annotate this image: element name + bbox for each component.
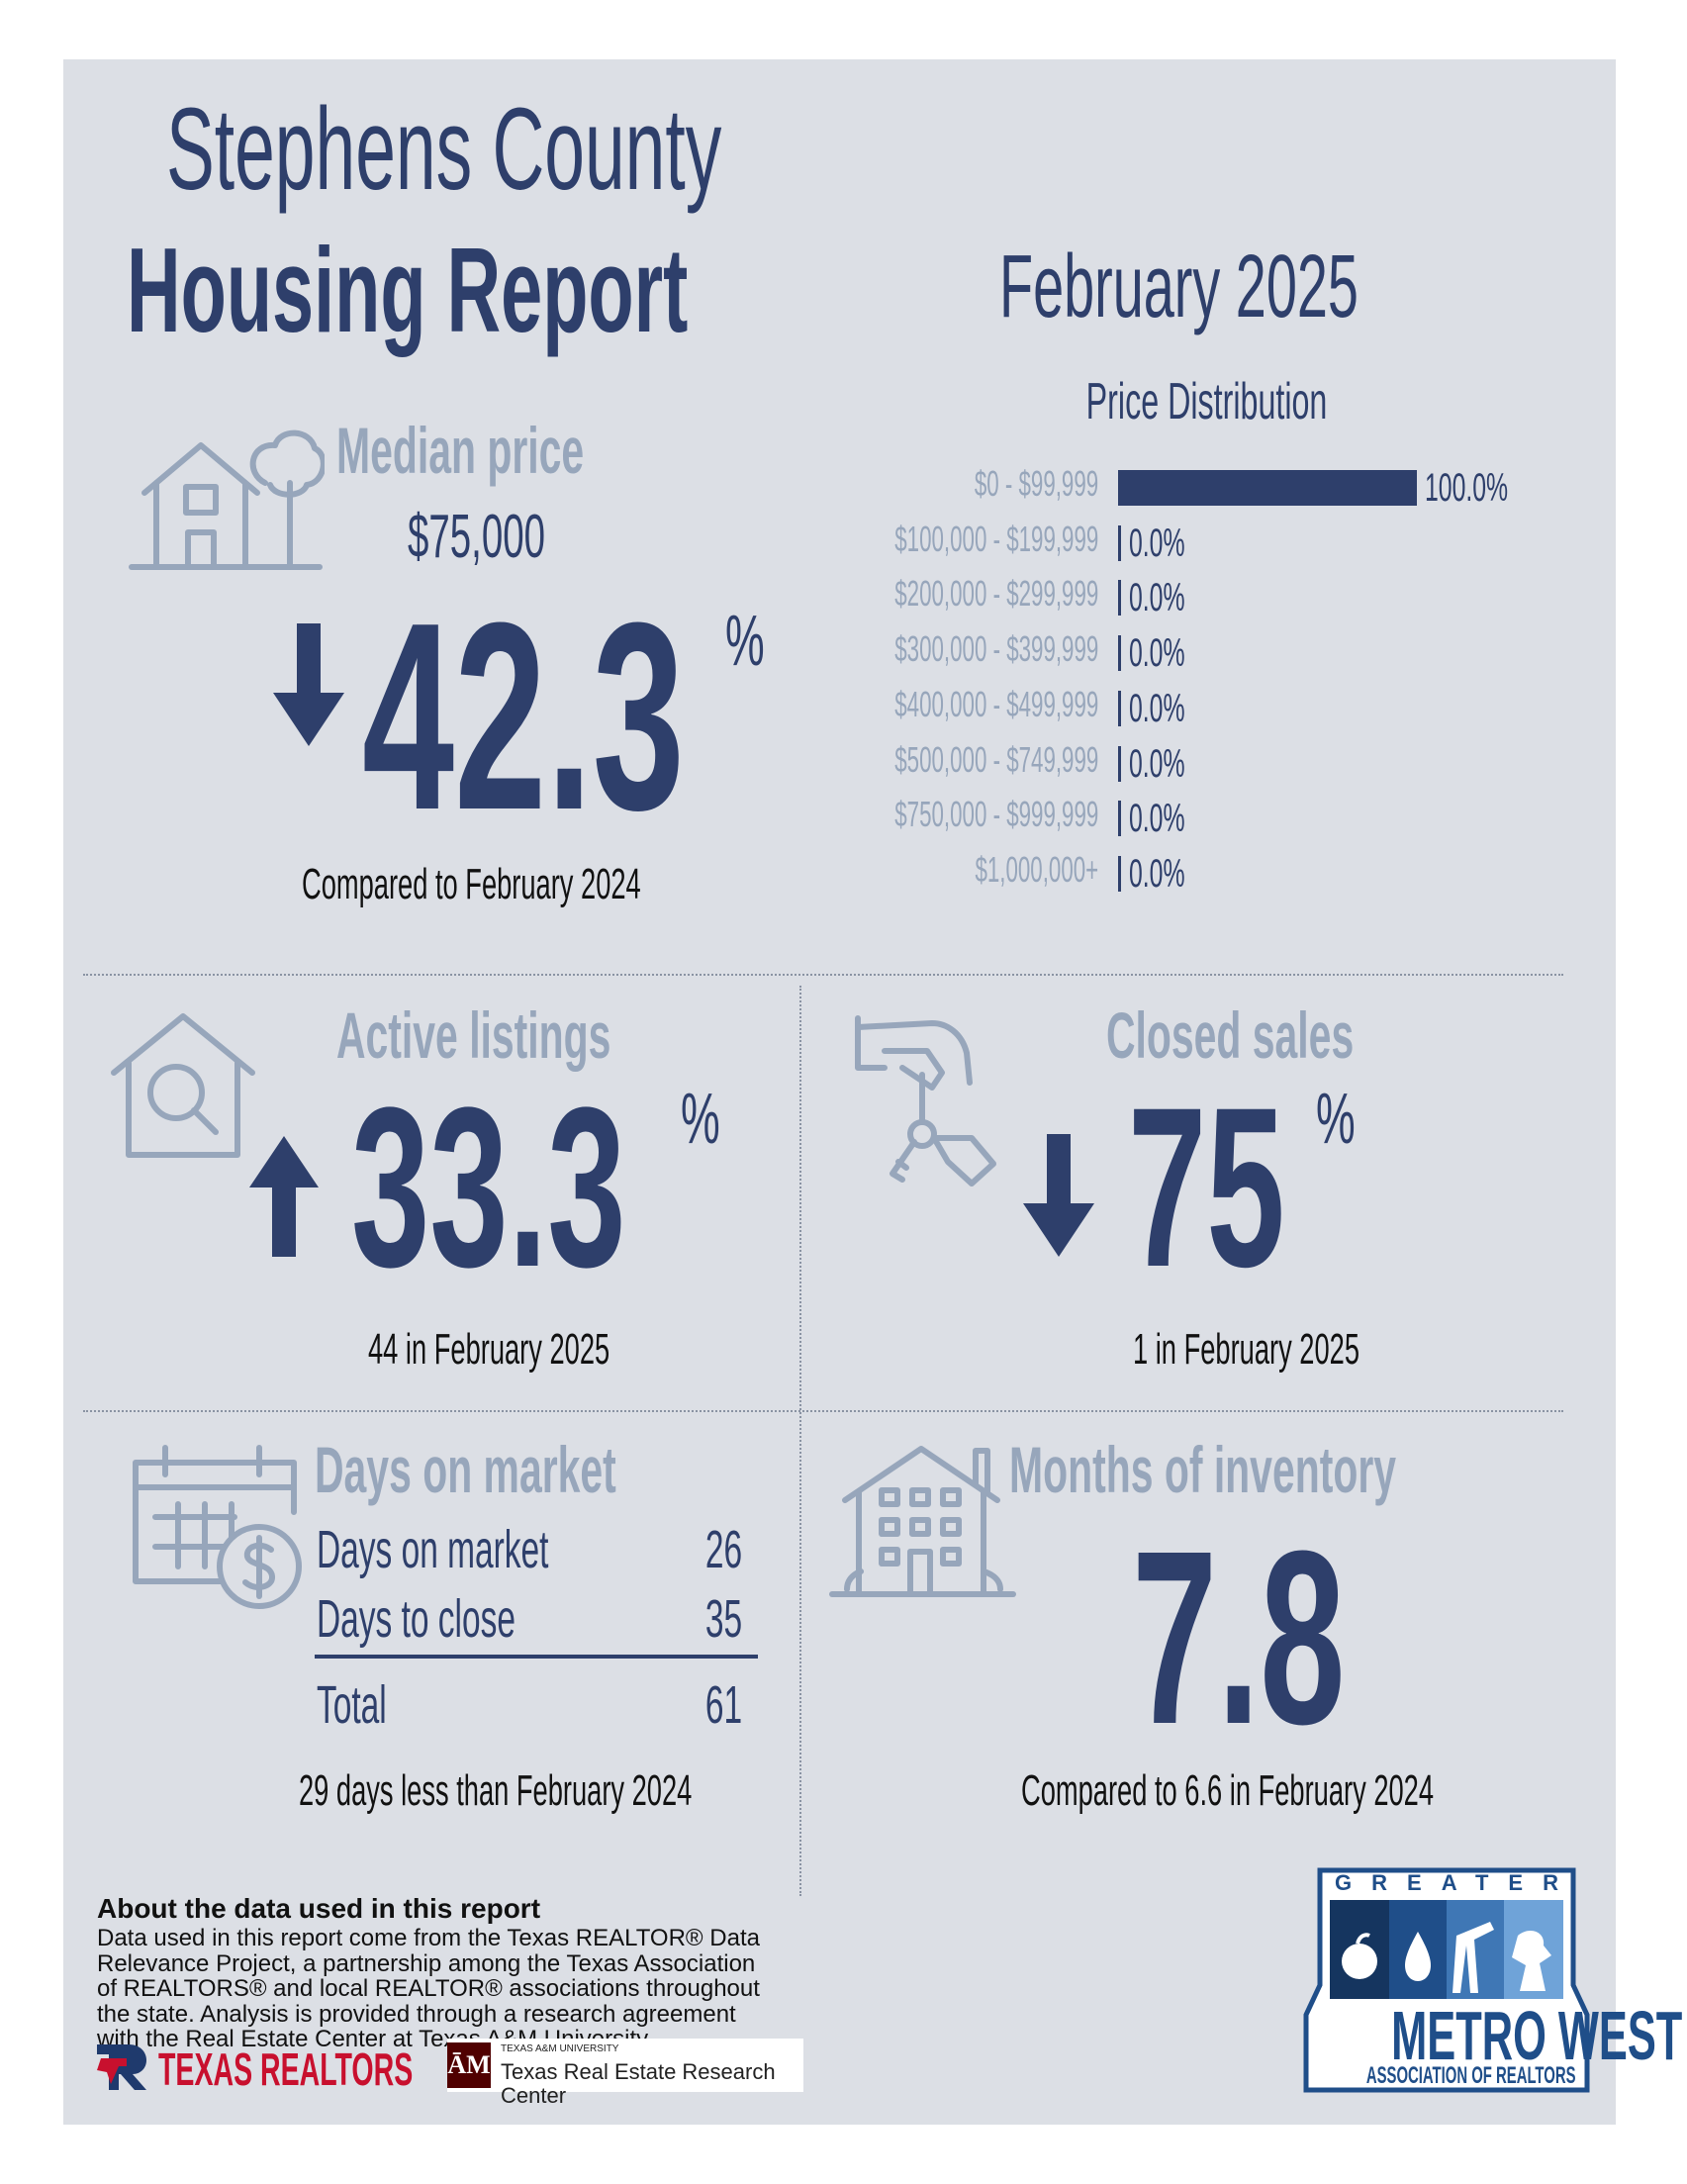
price-distribution-row: $100,000 - $199,999 0.0% bbox=[831, 519, 1583, 563]
price-distribution-bar bbox=[1118, 690, 1121, 726]
closed-sales-detail: 1 in February 2025 bbox=[1133, 1325, 1359, 1374]
price-range-label: $100,000 - $199,999 bbox=[893, 518, 1098, 559]
price-distribution-title: Price Distribution bbox=[1086, 373, 1328, 430]
divider-vertical bbox=[799, 986, 801, 1896]
price-distribution-value: 0.0% bbox=[1129, 576, 1185, 620]
price-distribution-bar bbox=[1118, 801, 1121, 837]
arrow-down-icon bbox=[1023, 1134, 1094, 1257]
dom-row-days-to-close: Days to close 35 bbox=[317, 1588, 742, 1649]
price-distribution-value: 0.0% bbox=[1129, 741, 1185, 786]
active-listings-detail: 44 in February 2025 bbox=[368, 1325, 610, 1374]
price-range-label: $750,000 - $999,999 bbox=[893, 794, 1098, 835]
days-on-market-comparison: 29 days less than February 2024 bbox=[299, 1766, 693, 1815]
days-on-market-heading: Days on market bbox=[315, 1433, 616, 1506]
tamu-mark-icon: ĀM bbox=[447, 2042, 491, 2088]
price-distribution-row: $0 - $99,999 100.0% bbox=[831, 463, 1583, 509]
house-search-icon bbox=[111, 1013, 255, 1158]
active-listings-percent-sign: % bbox=[681, 1080, 720, 1159]
tamu-small-text: TEXAS A&M UNIVERSITY bbox=[501, 2043, 619, 2054]
closed-sales-change: 75 bbox=[1128, 1060, 1285, 1314]
report-month: February 2025 bbox=[999, 237, 1359, 336]
arrow-down-icon bbox=[273, 623, 344, 746]
dom-total-rule bbox=[315, 1655, 758, 1659]
arrow-up-icon bbox=[249, 1136, 319, 1257]
price-distribution-value: 0.0% bbox=[1129, 521, 1185, 565]
metro-west-logo: GREATER METRO WEST ASSOCIATION OF REALTO… bbox=[1302, 1866, 1683, 2096]
price-range-label: $400,000 - $499,999 bbox=[893, 683, 1098, 724]
price-distribution-row: $400,000 - $499,999 0.0% bbox=[831, 684, 1583, 728]
price-distribution-bar bbox=[1118, 470, 1417, 506]
calendar-dollar-icon bbox=[133, 1445, 302, 1609]
tamu-logo: ĀM TEXAS A&M UNIVERSITY Texas Real Estat… bbox=[447, 2039, 803, 2108]
dom-row-days-on-market: Days on market 26 bbox=[317, 1519, 742, 1579]
apartment-building-icon bbox=[829, 1446, 1016, 1597]
dom-total-value: 61 bbox=[704, 1675, 742, 1735]
price-distribution-row: $200,000 - $299,999 0.0% bbox=[831, 574, 1583, 620]
price-distribution-value: 0.0% bbox=[1129, 797, 1185, 841]
median-price-percent-sign: % bbox=[725, 602, 765, 681]
price-distribution-bar bbox=[1118, 580, 1121, 617]
price-distribution-row: $300,000 - $399,999 0.0% bbox=[831, 629, 1583, 674]
report-panel bbox=[63, 59, 1616, 2125]
active-listings-heading: Active listings bbox=[336, 998, 611, 1072]
dom-row-total: Total 61 bbox=[317, 1674, 742, 1735]
price-distribution-bar bbox=[1118, 635, 1121, 672]
divider-horizontal-2 bbox=[83, 1410, 1563, 1412]
closed-sales-percent-sign: % bbox=[1316, 1080, 1356, 1159]
about-data: About the data used in this report Data … bbox=[97, 1894, 809, 2052]
price-range-label: $300,000 - $399,999 bbox=[893, 628, 1098, 670]
report-title: Housing Report bbox=[127, 223, 689, 357]
price-distribution-row: $500,000 - $749,999 0.0% bbox=[831, 739, 1583, 784]
months-inventory-heading: Months of inventory bbox=[1009, 1433, 1397, 1506]
about-text: Data used in this report come from the T… bbox=[97, 1925, 760, 2053]
closed-sales-heading: Closed sales bbox=[1106, 998, 1355, 1072]
price-range-label: $1,000,000+ bbox=[975, 848, 1098, 890]
median-price-value: $75,000 bbox=[408, 503, 545, 571]
dom-row-label: Days on market bbox=[317, 1520, 549, 1579]
price-distribution-row: $1,000,000+ 0.0% bbox=[831, 848, 1583, 894]
tamu-center-name: Texas Real Estate Research Center bbox=[501, 2059, 776, 2109]
house-tree-icon bbox=[129, 429, 325, 570]
price-distribution-value: 0.0% bbox=[1129, 686, 1185, 730]
price-distribution-bar bbox=[1118, 855, 1121, 892]
months-inventory-value: 7.8 bbox=[1132, 1499, 1346, 1775]
price-distribution-bar bbox=[1118, 745, 1121, 782]
report-title-county: Stephens County bbox=[166, 84, 722, 215]
price-range-label: $200,000 - $299,999 bbox=[893, 573, 1098, 615]
median-price-heading: Median price bbox=[336, 414, 585, 487]
dom-row-value: 35 bbox=[704, 1589, 742, 1649]
texas-realtors-mark-icon bbox=[97, 2044, 146, 2090]
months-inventory-comparison: Compared to 6.6 in February 2024 bbox=[1021, 1766, 1435, 1815]
median-price-change: 42.3 bbox=[362, 568, 685, 866]
divider-horizontal-1 bbox=[83, 974, 1563, 976]
metro-west-greater: GREATER bbox=[1335, 1870, 1578, 1895]
dom-total-label: Total bbox=[317, 1675, 387, 1735]
metro-west-sub: ASSOCIATION OF REALTORS bbox=[1365, 2062, 1576, 2089]
dom-row-value: 26 bbox=[704, 1520, 742, 1579]
price-range-label: $0 - $99,999 bbox=[974, 463, 1098, 504]
texas-realtors-wordmark: TEXAS REALTORS bbox=[158, 2043, 414, 2095]
price-range-label: $500,000 - $749,999 bbox=[893, 738, 1098, 780]
hand-keys-icon bbox=[855, 1015, 996, 1187]
price-distribution-bar bbox=[1118, 524, 1121, 561]
dom-row-label: Days to close bbox=[317, 1589, 515, 1649]
metro-west-badge-icon bbox=[1303, 1867, 1590, 2093]
about-heading: About the data used in this report bbox=[97, 1893, 541, 1924]
texas-realtors-logo: TEXAS REALTORS bbox=[97, 2042, 433, 2092]
metro-west-name: METRO WEST bbox=[1391, 1997, 1683, 2074]
price-distribution-row: $750,000 - $999,999 0.0% bbox=[831, 795, 1583, 839]
median-price-comparison: Compared to February 2024 bbox=[302, 860, 641, 908]
price-distribution-value: 0.0% bbox=[1129, 851, 1185, 896]
active-listings-change: 33.3 bbox=[351, 1060, 626, 1314]
price-distribution-value: 0.0% bbox=[1129, 631, 1185, 676]
price-distribution-value: 100.0% bbox=[1425, 466, 1509, 510]
